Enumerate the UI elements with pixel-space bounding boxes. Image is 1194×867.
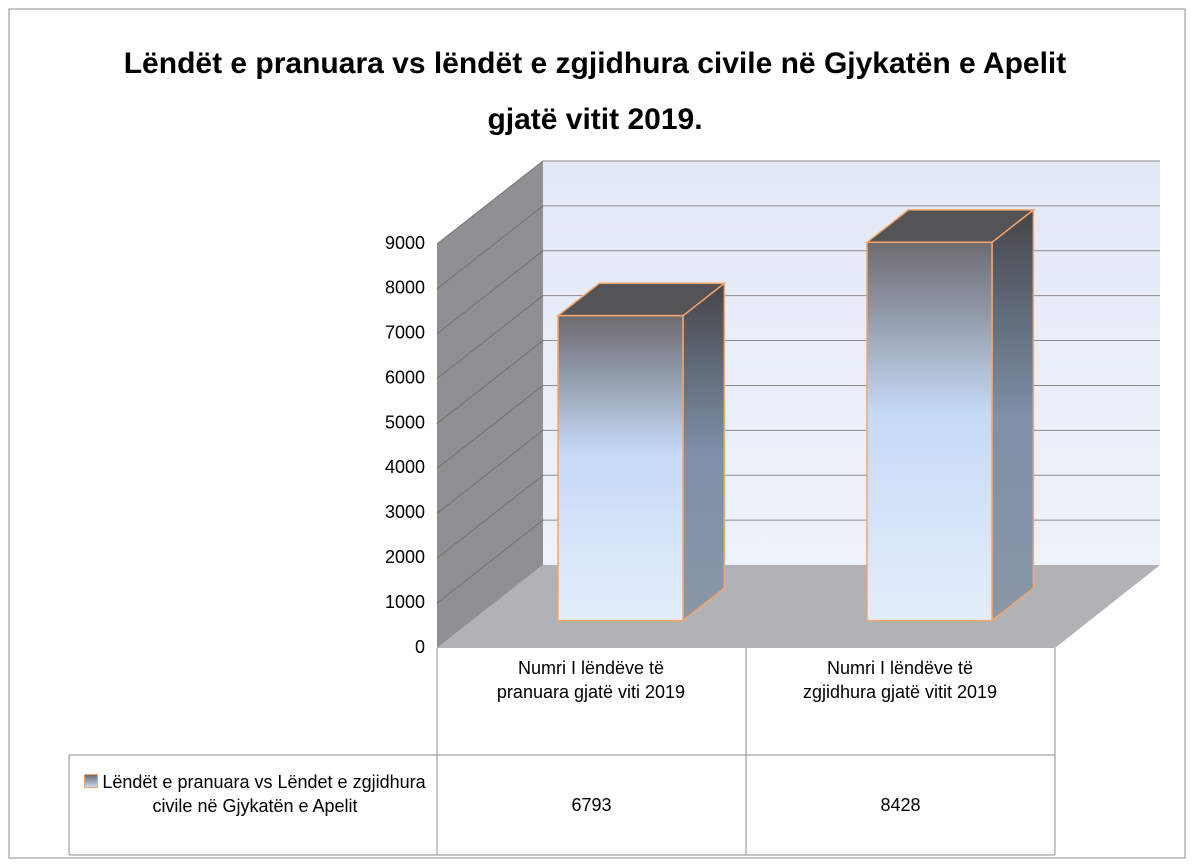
side-grid-line: [436, 340, 544, 424]
side-grid-line: [436, 385, 544, 469]
y-tick-label: 4000: [385, 457, 425, 477]
bar-front: [557, 314, 684, 622]
y-tick-label: 0: [415, 637, 425, 657]
side-grid-line: [436, 474, 544, 559]
x-tick-label: Numri I lëndëve të zgjidhura gjatë vitit…: [802, 658, 998, 702]
y-tick-label: 5000: [385, 412, 425, 432]
side-grid-line: [436, 519, 544, 604]
bar-side: [682, 281, 726, 623]
y-tick-label: 9000: [385, 233, 425, 253]
y-tick-label: 7000: [385, 323, 425, 343]
bar: [555, 281, 727, 623]
legend-swatch: [84, 774, 99, 788]
y-tick-label: 3000: [385, 502, 425, 522]
x-tick-label: Numri I lëndëve të pranuara gjatë viti 2…: [496, 658, 686, 702]
y-tick-label: 2000: [385, 547, 425, 567]
side-grid-line: [436, 295, 544, 380]
outer-border: [8, 8, 1186, 859]
side-grid-line: [436, 160, 544, 245]
side-wall: [437, 161, 543, 648]
side-grid-line: [436, 205, 544, 290]
y-tick-label: 1000: [385, 592, 425, 612]
y-tick-label: 8000: [385, 278, 425, 298]
data-table: [68, 648, 1056, 856]
y-tick-label: 6000: [385, 367, 425, 387]
table-value: 6793: [571, 795, 612, 815]
chart-title: Lëndët e pranuara vs lëndët e zgjidhura …: [123, 47, 1067, 136]
side-grid-line: [436, 250, 544, 335]
side-grid-line: [436, 429, 544, 514]
bar: [864, 208, 1036, 623]
table-value: 8428: [880, 795, 921, 815]
floor: [437, 565, 1160, 648]
legend-entry: Lëndët e pranuara vs Lëndet e zgjidhura …: [74, 770, 436, 818]
legend-label: Lëndët e pranuara vs Lëndet e zgjidhura …: [102, 772, 426, 816]
bar-front: [866, 241, 993, 622]
bar-side: [991, 208, 1035, 623]
